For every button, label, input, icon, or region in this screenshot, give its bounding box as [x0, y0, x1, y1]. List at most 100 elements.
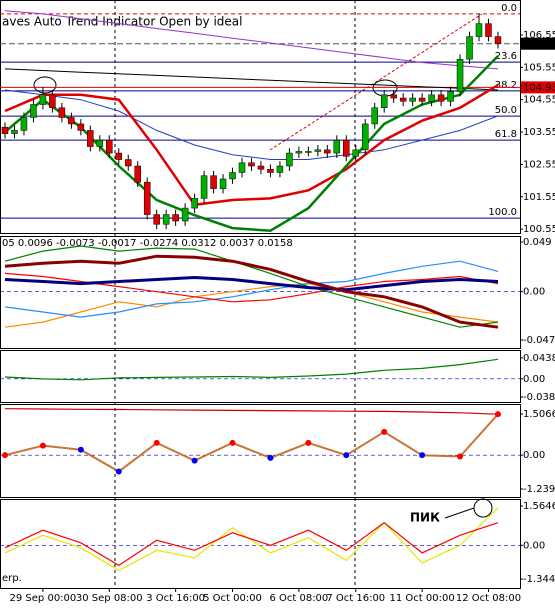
- x-tick-label: 7 Oct 16:00: [326, 593, 385, 604]
- candle-body: [295, 151, 303, 154]
- candle-body: [87, 130, 94, 147]
- candle-body: [143, 181, 151, 215]
- indicator-line: [4, 358, 499, 381]
- marker-price-box: [521, 81, 555, 94]
- candle-body: [191, 198, 198, 209]
- indicator-line: [4, 507, 499, 572]
- trend-line: [269, 13, 483, 151]
- y-tick-label: 102.55: [523, 159, 555, 170]
- x-tick-label: 29 Sep 00:00: [10, 593, 77, 604]
- x-tick-label: 6 Oct 08:00: [269, 593, 328, 604]
- candle-body: [210, 175, 217, 189]
- candle-body: [343, 139, 350, 157]
- candle-body: [466, 36, 473, 60]
- candle-body: [124, 159, 132, 167]
- candle-body: [77, 123, 85, 131]
- y-tick-label: 0.0438: [523, 353, 555, 364]
- indicator-point: [153, 439, 160, 446]
- candle-body: [106, 139, 113, 154]
- y-tick-label: 0.00: [523, 540, 545, 551]
- panel-frames: [0, 0, 521, 589]
- candle-body: [333, 139, 341, 154]
- y-tick-label: -1.239: [523, 484, 555, 495]
- indicator-point: [494, 411, 501, 418]
- candle-body: [447, 91, 454, 102]
- candle-body: [153, 214, 160, 225]
- y-tick-label: 0.00: [523, 450, 545, 461]
- moving-average: [4, 10, 499, 70]
- fib-label: 0.0: [501, 3, 517, 14]
- candle-body: [494, 36, 502, 44]
- indicator-line: [4, 245, 499, 328]
- candle-body: [437, 94, 445, 102]
- indicator-point: [343, 452, 350, 459]
- candle-body: [20, 117, 28, 131]
- candle-body: [96, 139, 104, 147]
- y-tick-label: 0.00: [523, 374, 545, 385]
- candle-body: [267, 168, 274, 173]
- candle-body: [371, 107, 378, 125]
- candle-body: [58, 107, 66, 118]
- last-price-label: 106.28: [523, 39, 555, 50]
- y-tick-label: 1.5066: [523, 409, 555, 420]
- candle-body: [475, 23, 483, 37]
- indicator-point: [115, 468, 122, 475]
- candle-body: [49, 94, 56, 109]
- corner-text: erp.: [2, 573, 22, 584]
- y-tick-label: 0.00: [523, 287, 545, 298]
- annotation-arrow: [444, 507, 475, 519]
- indicator-line: [4, 408, 499, 415]
- candle-body: [324, 149, 331, 154]
- y-tick-label: 101.55: [523, 192, 555, 203]
- candle-body: [162, 214, 170, 225]
- candle-body: [390, 94, 397, 99]
- candle-body: [314, 149, 322, 152]
- indicator-point: [305, 439, 312, 446]
- annotation: ПИК: [410, 511, 440, 525]
- y-tick-label: 104.55: [523, 95, 555, 106]
- candle-body: [361, 123, 369, 151]
- indicator-line: [4, 254, 499, 329]
- y-tick-label: 105.55: [523, 62, 555, 73]
- indicator-point: [419, 452, 426, 459]
- candle-body: [257, 165, 265, 170]
- indicator-line: [4, 413, 499, 473]
- indicator-line: [4, 521, 499, 567]
- candle-body: [409, 97, 416, 102]
- candle-body: [68, 117, 75, 125]
- fib-label: 38.2: [495, 80, 517, 91]
- y-tick-label: 103.55: [523, 127, 555, 138]
- y-tick-label: 0.049: [523, 237, 552, 248]
- x-tick-label: 30 Sep 08:00: [76, 593, 143, 604]
- candle-body: [115, 152, 123, 160]
- last-price-box: [521, 37, 555, 50]
- candle-body: [485, 23, 492, 37]
- candle-body: [229, 172, 236, 180]
- candle-body: [134, 165, 141, 183]
- indicator-line: [4, 260, 499, 318]
- candle-body: [380, 94, 388, 109]
- indicator-header: 05 0.0096 -0.0073 -0.0017 -0.0274 0.0312…: [2, 238, 293, 249]
- indicator-point: [39, 442, 46, 449]
- y-tick-label: 100.55: [523, 224, 555, 235]
- candle-body: [172, 214, 179, 222]
- annotation-circle: [473, 498, 493, 518]
- candle-body: [418, 97, 426, 102]
- moving-average: [4, 68, 499, 91]
- indicator-point: [229, 439, 236, 446]
- candle-body: [305, 151, 312, 153]
- fib-label: 61.8: [495, 129, 517, 140]
- candle-body: [181, 207, 189, 222]
- x-tick-label: 11 Oct 00:00: [390, 593, 455, 604]
- candle-body: [428, 94, 435, 102]
- y-tick-label: -1.3443: [523, 574, 555, 585]
- candle-body: [352, 149, 360, 157]
- candle-body: [276, 165, 284, 173]
- indicator-point: [77, 446, 84, 453]
- x-tick-label: 5 Oct 00:00: [203, 593, 262, 604]
- y-tick-label: 106.55: [523, 30, 555, 41]
- indicator-point: [381, 428, 388, 435]
- chart-title: aves Auto Trend Indicator Open by ideal: [2, 15, 243, 29]
